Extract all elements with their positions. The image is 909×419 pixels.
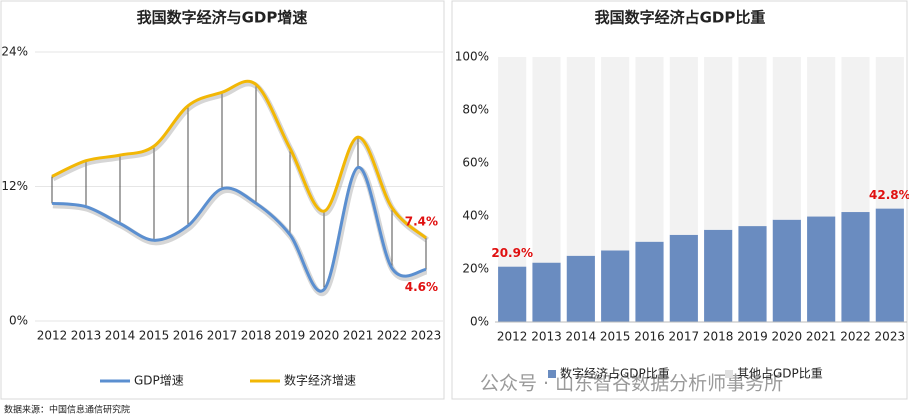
bar: [669, 234, 698, 322]
legend-label: 数字经济增速: [284, 373, 356, 388]
bar: [601, 57, 630, 251]
bar: [635, 241, 664, 322]
y-tick-label: 40%: [462, 209, 489, 223]
x-tick-label: 2013: [71, 329, 102, 343]
value-label: 7.4%: [405, 215, 438, 229]
legend-label: 数字经济占GDP比重: [560, 366, 670, 381]
bar: [738, 226, 767, 322]
bar: [498, 266, 527, 322]
bar: [772, 219, 801, 322]
bar: [566, 57, 595, 256]
y-tick-label: 0%: [470, 315, 489, 329]
bar: [601, 250, 630, 322]
bar: [807, 216, 836, 322]
chart-title: 我国数字经济与GDP增速: [137, 9, 308, 27]
legend-label: GDP增速: [134, 374, 184, 388]
x-tick-label: 2014: [566, 330, 597, 344]
legend-swatch: [548, 370, 556, 378]
legend-label: 其他占GDP比重: [737, 366, 823, 381]
bar: [669, 57, 698, 235]
x-tick-label: 2012: [497, 330, 528, 344]
bar: [566, 255, 595, 322]
value-label: 4.6%: [405, 280, 438, 294]
bar: [875, 57, 904, 209]
x-tick-label: 2018: [241, 329, 272, 343]
line: [51, 79, 427, 240]
y-tick-label: 20%: [462, 262, 489, 276]
x-tick-label: 2017: [669, 330, 700, 344]
x-tick-label: 2022: [377, 329, 408, 343]
x-tick-label: 2022: [840, 330, 871, 344]
x-tick-label: 2019: [275, 329, 306, 343]
x-tick-label: 2018: [703, 330, 734, 344]
bar: [772, 57, 801, 220]
x-tick-label: 2023: [411, 329, 442, 343]
bar: [635, 57, 664, 242]
value-label: 20.9%: [491, 246, 533, 260]
y-tick-label: 12%: [1, 179, 28, 193]
x-tick-label: 2015: [139, 329, 170, 343]
bar: [738, 57, 767, 227]
x-tick-label: 2020: [772, 330, 803, 344]
bar: [498, 57, 527, 267]
bar: [532, 262, 561, 322]
bar: [875, 208, 904, 322]
left-panel: [0, 0, 445, 400]
x-tick-label: 2023: [875, 330, 906, 344]
x-tick-label: 2016: [173, 329, 204, 343]
y-tick-label: 80%: [462, 103, 489, 117]
line: [51, 165, 427, 293]
x-tick-label: 2014: [105, 329, 136, 343]
x-tick-label: 2013: [531, 330, 562, 344]
chart-title: 我国数字经济占GDP比重: [595, 9, 766, 27]
y-tick-label: 0%: [9, 314, 28, 328]
x-tick-label: 2017: [207, 329, 238, 343]
x-tick-label: 2021: [343, 329, 374, 343]
y-tick-label: 100%: [455, 50, 489, 64]
bar: [704, 57, 733, 230]
value-label: 42.8%: [869, 188, 909, 202]
y-tick-label: 60%: [462, 156, 489, 170]
x-tick-label: 2020: [309, 329, 340, 343]
source-note: 数据来源：中国信息通信研究院: [4, 404, 130, 416]
legend-swatch: [725, 370, 733, 378]
bar: [841, 212, 870, 322]
bar: [532, 57, 561, 263]
x-tick-label: 2021: [806, 330, 837, 344]
x-tick-label: 2012: [37, 329, 68, 343]
y-tick-label: 24%: [1, 45, 28, 59]
bar: [841, 57, 870, 213]
x-tick-label: 2019: [737, 330, 768, 344]
x-tick-label: 2015: [600, 330, 631, 344]
bar: [704, 229, 733, 322]
bar: [807, 57, 836, 217]
x-tick-label: 2016: [634, 330, 665, 344]
